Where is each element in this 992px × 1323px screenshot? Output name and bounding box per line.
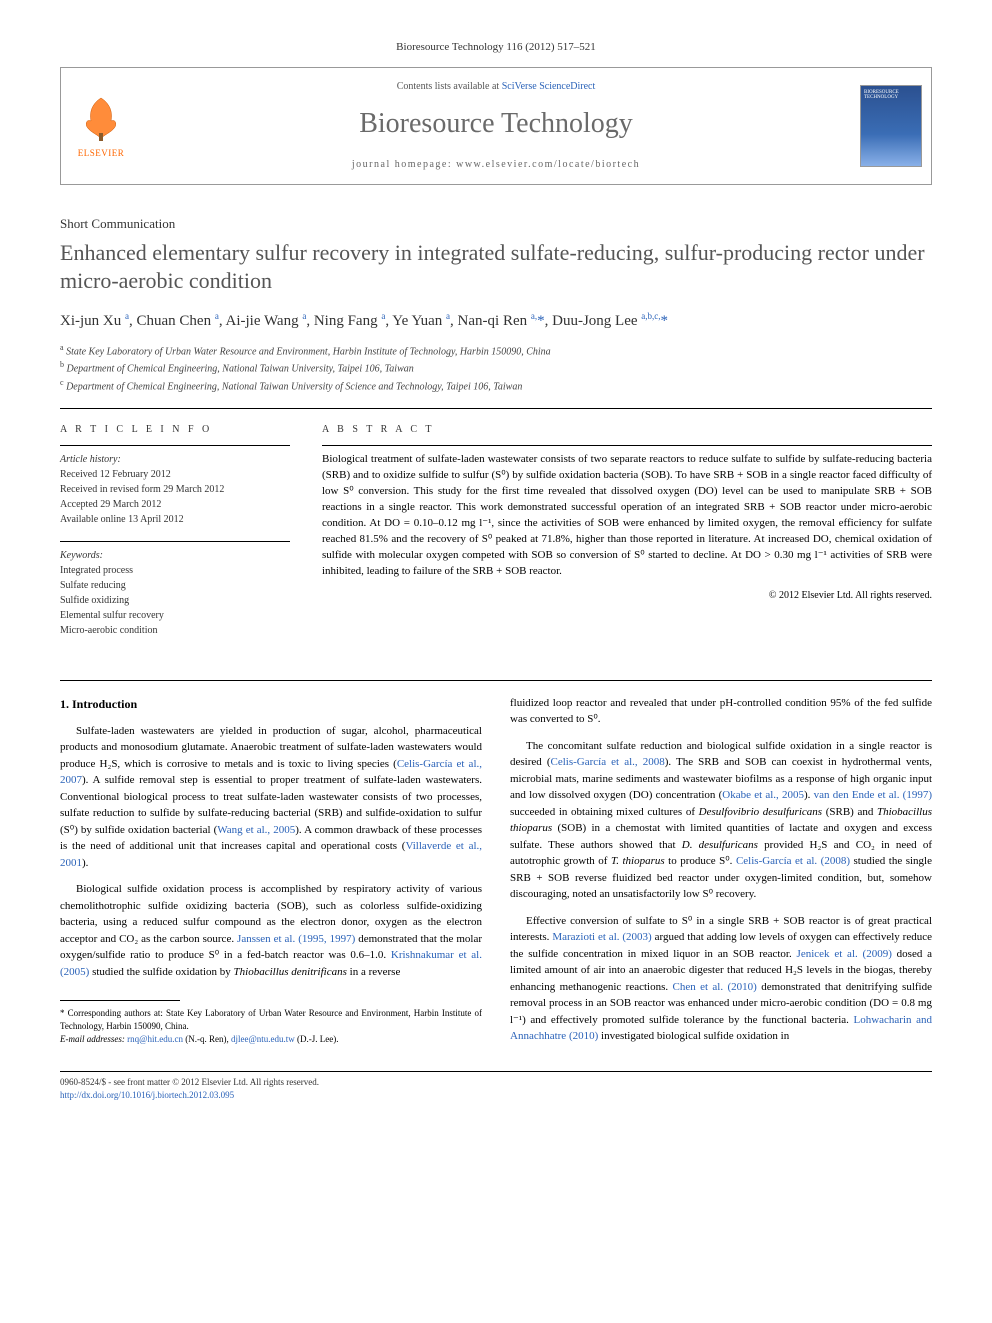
paragraph: Effective conversion of sulfate to S⁰ in… bbox=[510, 913, 932, 1045]
citation-link[interactable]: Wang et al., 2005 bbox=[217, 824, 295, 836]
paragraph: Sulfate-laden wastewaters are yielded in… bbox=[60, 723, 482, 872]
sciencedirect-link[interactable]: SciVerse ScienceDirect bbox=[502, 81, 596, 92]
homepage-url: www.elsevier.com/locate/biortech bbox=[456, 159, 640, 170]
contents-available-line: Contents lists available at SciVerse Sci… bbox=[151, 80, 841, 94]
citation-link[interactable]: Celis-García et al. (2008) bbox=[736, 855, 850, 867]
species-name: T. thioparus bbox=[611, 855, 665, 867]
body-two-column: 1. Introduction Sulfate-laden wastewater… bbox=[60, 695, 932, 1055]
paragraph-continuation: fluidized loop reactor and revealed that… bbox=[510, 695, 932, 728]
history-line: Available online 13 April 2012 bbox=[60, 512, 290, 527]
citation-link[interactable]: Chen et al. (2010) bbox=[673, 981, 757, 993]
page-citation: Bioresource Technology 116 (2012) 517–52… bbox=[60, 40, 932, 55]
keywords-label: Keywords: bbox=[60, 548, 290, 563]
keywords-block: Keywords: Integrated processSulfate redu… bbox=[60, 541, 290, 638]
article-info-heading: A R T I C L E I N F O bbox=[60, 423, 290, 437]
keyword-line: Micro-aerobic condition bbox=[60, 623, 290, 638]
citation-link[interactable]: Celis-García et al., 2008 bbox=[551, 756, 665, 768]
journal-name: Bioresource Technology bbox=[151, 104, 841, 143]
history-label: Article history: bbox=[60, 452, 290, 467]
email-link[interactable]: rnq@hit.edu.cn bbox=[127, 1034, 183, 1044]
history-line: Accepted 29 March 2012 bbox=[60, 497, 290, 512]
elsevier-tree-icon bbox=[81, 93, 121, 143]
text-run: (SRB) and bbox=[822, 806, 877, 818]
history-line: Received in revised form 29 March 2012 bbox=[60, 482, 290, 497]
history-line: Received 12 February 2012 bbox=[60, 467, 290, 482]
text-run: ). bbox=[804, 789, 814, 801]
publisher-logo: ELSEVIER bbox=[61, 68, 141, 183]
author-list: Xi-jun Xu a, Chuan Chen a, Ai-jie Wang a… bbox=[60, 310, 932, 332]
abstract-text: Biological treatment of sulfate-laden wa… bbox=[322, 445, 932, 580]
info-abstract-row: A R T I C L E I N F O Article history: R… bbox=[60, 423, 932, 652]
keyword-line: Elemental sulfur recovery bbox=[60, 608, 290, 623]
email-who: (N.-q. Ren), bbox=[183, 1034, 231, 1044]
citation-link[interactable]: van den Ende et al. (1997) bbox=[814, 789, 932, 801]
species-name: Desulfovibrio desulfuricans bbox=[699, 806, 822, 818]
cover-title-text: BIORESOURCE TECHNOLOGY bbox=[861, 86, 921, 105]
affiliations: a State Key Laboratory of Urban Water Re… bbox=[60, 342, 932, 394]
citation-link[interactable]: Janssen et al. (1995, 1997) bbox=[237, 933, 355, 945]
section-number: 1. bbox=[60, 697, 69, 711]
keyword-line: Integrated process bbox=[60, 563, 290, 578]
divider bbox=[60, 408, 932, 409]
front-matter-line: 0960-8524/$ - see front matter © 2012 El… bbox=[60, 1076, 932, 1089]
keyword-line: Sulfate reducing bbox=[60, 578, 290, 593]
email-who: (D.-J. Lee). bbox=[295, 1034, 339, 1044]
header-center: Contents lists available at SciVerse Sci… bbox=[141, 68, 851, 183]
abstract-copyright: © 2012 Elsevier Ltd. All rights reserved… bbox=[322, 589, 932, 603]
text-run: to produce S⁰. bbox=[665, 855, 736, 867]
abstract-column: A B S T R A C T Biological treatment of … bbox=[322, 423, 932, 652]
citation-link[interactable]: Marazioti et al. (2003) bbox=[552, 931, 651, 943]
email-link[interactable]: djlee@ntu.edu.tw bbox=[231, 1034, 295, 1044]
article-info-column: A R T I C L E I N F O Article history: R… bbox=[60, 423, 290, 652]
divider bbox=[60, 680, 932, 681]
paragraph: Biological sulfide oxidation process is … bbox=[60, 881, 482, 980]
email-label: E-mail addresses: bbox=[60, 1034, 125, 1044]
affiliation-line: c Department of Chemical Engineering, Na… bbox=[60, 377, 932, 394]
publisher-name: ELSEVIER bbox=[78, 147, 125, 160]
section-title: Introduction bbox=[72, 697, 137, 711]
abstract-heading: A B S T R A C T bbox=[322, 423, 932, 437]
affiliation-line: b Department of Chemical Engineering, Na… bbox=[60, 359, 932, 376]
email-line: E-mail addresses: rnq@hit.edu.cn (N.-q. … bbox=[60, 1033, 482, 1046]
article-type: Short Communication bbox=[60, 215, 932, 233]
footnotes: * Corresponding authors at: State Key La… bbox=[60, 1007, 482, 1045]
doi-link[interactable]: http://dx.doi.org/10.1016/j.biortech.201… bbox=[60, 1090, 234, 1100]
cover-thumbnail: BIORESOURCE TECHNOLOGY bbox=[860, 85, 922, 167]
footer-block: 0960-8524/$ - see front matter © 2012 El… bbox=[60, 1071, 932, 1101]
article-title: Enhanced elementary sulfur recovery in i… bbox=[60, 239, 932, 296]
section-heading: 1. Introduction bbox=[60, 695, 482, 713]
text-run: succeeded in obtaining mixed cultures of bbox=[510, 806, 699, 818]
species-name: Thiobacillus denitrificans bbox=[234, 966, 347, 978]
text-run: in a reverse bbox=[347, 966, 400, 978]
body-column-left: 1. Introduction Sulfate-laden wastewater… bbox=[60, 695, 482, 1055]
journal-header: ELSEVIER Contents lists available at Sci… bbox=[60, 67, 932, 184]
text-run: studied the sulfide oxidation by bbox=[89, 966, 233, 978]
article-history-block: Article history: Received 12 February 20… bbox=[60, 445, 290, 527]
species-name: D. desulfuricans bbox=[682, 839, 758, 851]
homepage-prefix: journal homepage: bbox=[352, 159, 456, 170]
journal-cover: BIORESOURCE TECHNOLOGY bbox=[851, 68, 931, 183]
affiliation-line: a State Key Laboratory of Urban Water Re… bbox=[60, 342, 932, 359]
citation-link[interactable]: Jenicek et al. (2009) bbox=[797, 948, 892, 960]
body-column-right: fluidized loop reactor and revealed that… bbox=[510, 695, 932, 1055]
text-run: investigated biological sulfide oxidatio… bbox=[598, 1030, 789, 1042]
paragraph: The concomitant sulfate reduction and bi… bbox=[510, 738, 932, 903]
citation-link[interactable]: Okabe et al., 2005 bbox=[722, 789, 804, 801]
contents-prefix: Contents lists available at bbox=[397, 81, 502, 92]
journal-homepage: journal homepage: www.elsevier.com/locat… bbox=[151, 158, 841, 172]
footnote-divider bbox=[60, 1000, 180, 1001]
text-run: ). bbox=[82, 857, 88, 869]
keyword-line: Sulfide oxidizing bbox=[60, 593, 290, 608]
corresponding-author-note: * Corresponding authors at: State Key La… bbox=[60, 1007, 482, 1032]
